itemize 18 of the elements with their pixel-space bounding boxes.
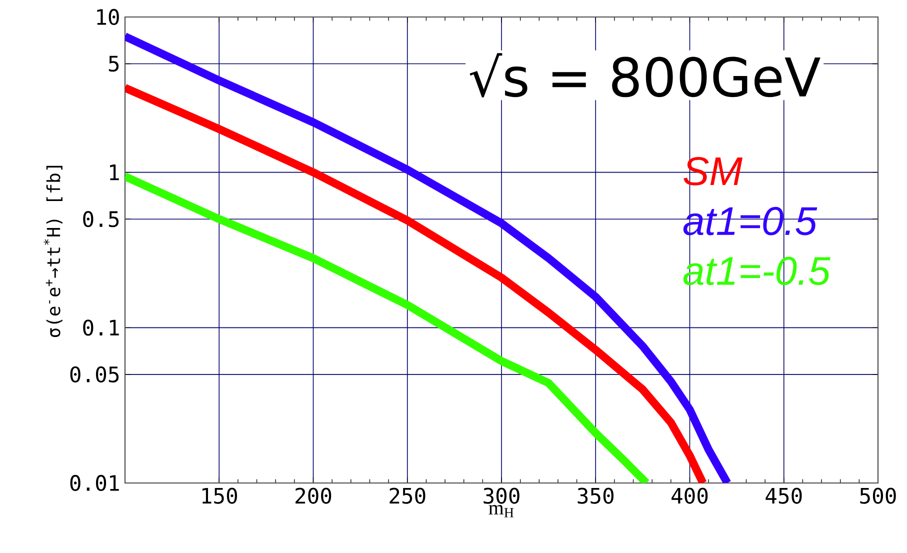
y-axis-title: σ(e$^{-}$e$^{+}$→tt$^{*}$H) [fb] — [44, 166, 62, 338]
y-tick-label: 0.5 — [83, 211, 119, 228]
x-tick-label: 250 — [390, 488, 426, 504]
y-tick-label: 0.1 — [83, 320, 119, 336]
x-tick-label: 400 — [672, 488, 708, 504]
x-tick-label: 450 — [766, 488, 802, 504]
x-tick-label: 200 — [296, 488, 332, 504]
y-tick-label: 5 — [108, 56, 119, 72]
y-tick-label: 1 — [110, 164, 119, 180]
x-tick-label: 150 — [202, 488, 238, 504]
x-tick-label: 500 — [860, 488, 896, 504]
x-tick-label: 300 — [484, 488, 520, 504]
y-tick-label: 0.05 — [70, 366, 119, 382]
y-tick-label: 0.01 — [70, 474, 119, 492]
text: √s = 800GeV — [470, 53, 820, 98]
y-tick-label: 10 — [97, 8, 119, 26]
x-tick-label: 350 — [578, 488, 614, 504]
x-axis-title: m$_{H}$ — [488, 505, 514, 518]
